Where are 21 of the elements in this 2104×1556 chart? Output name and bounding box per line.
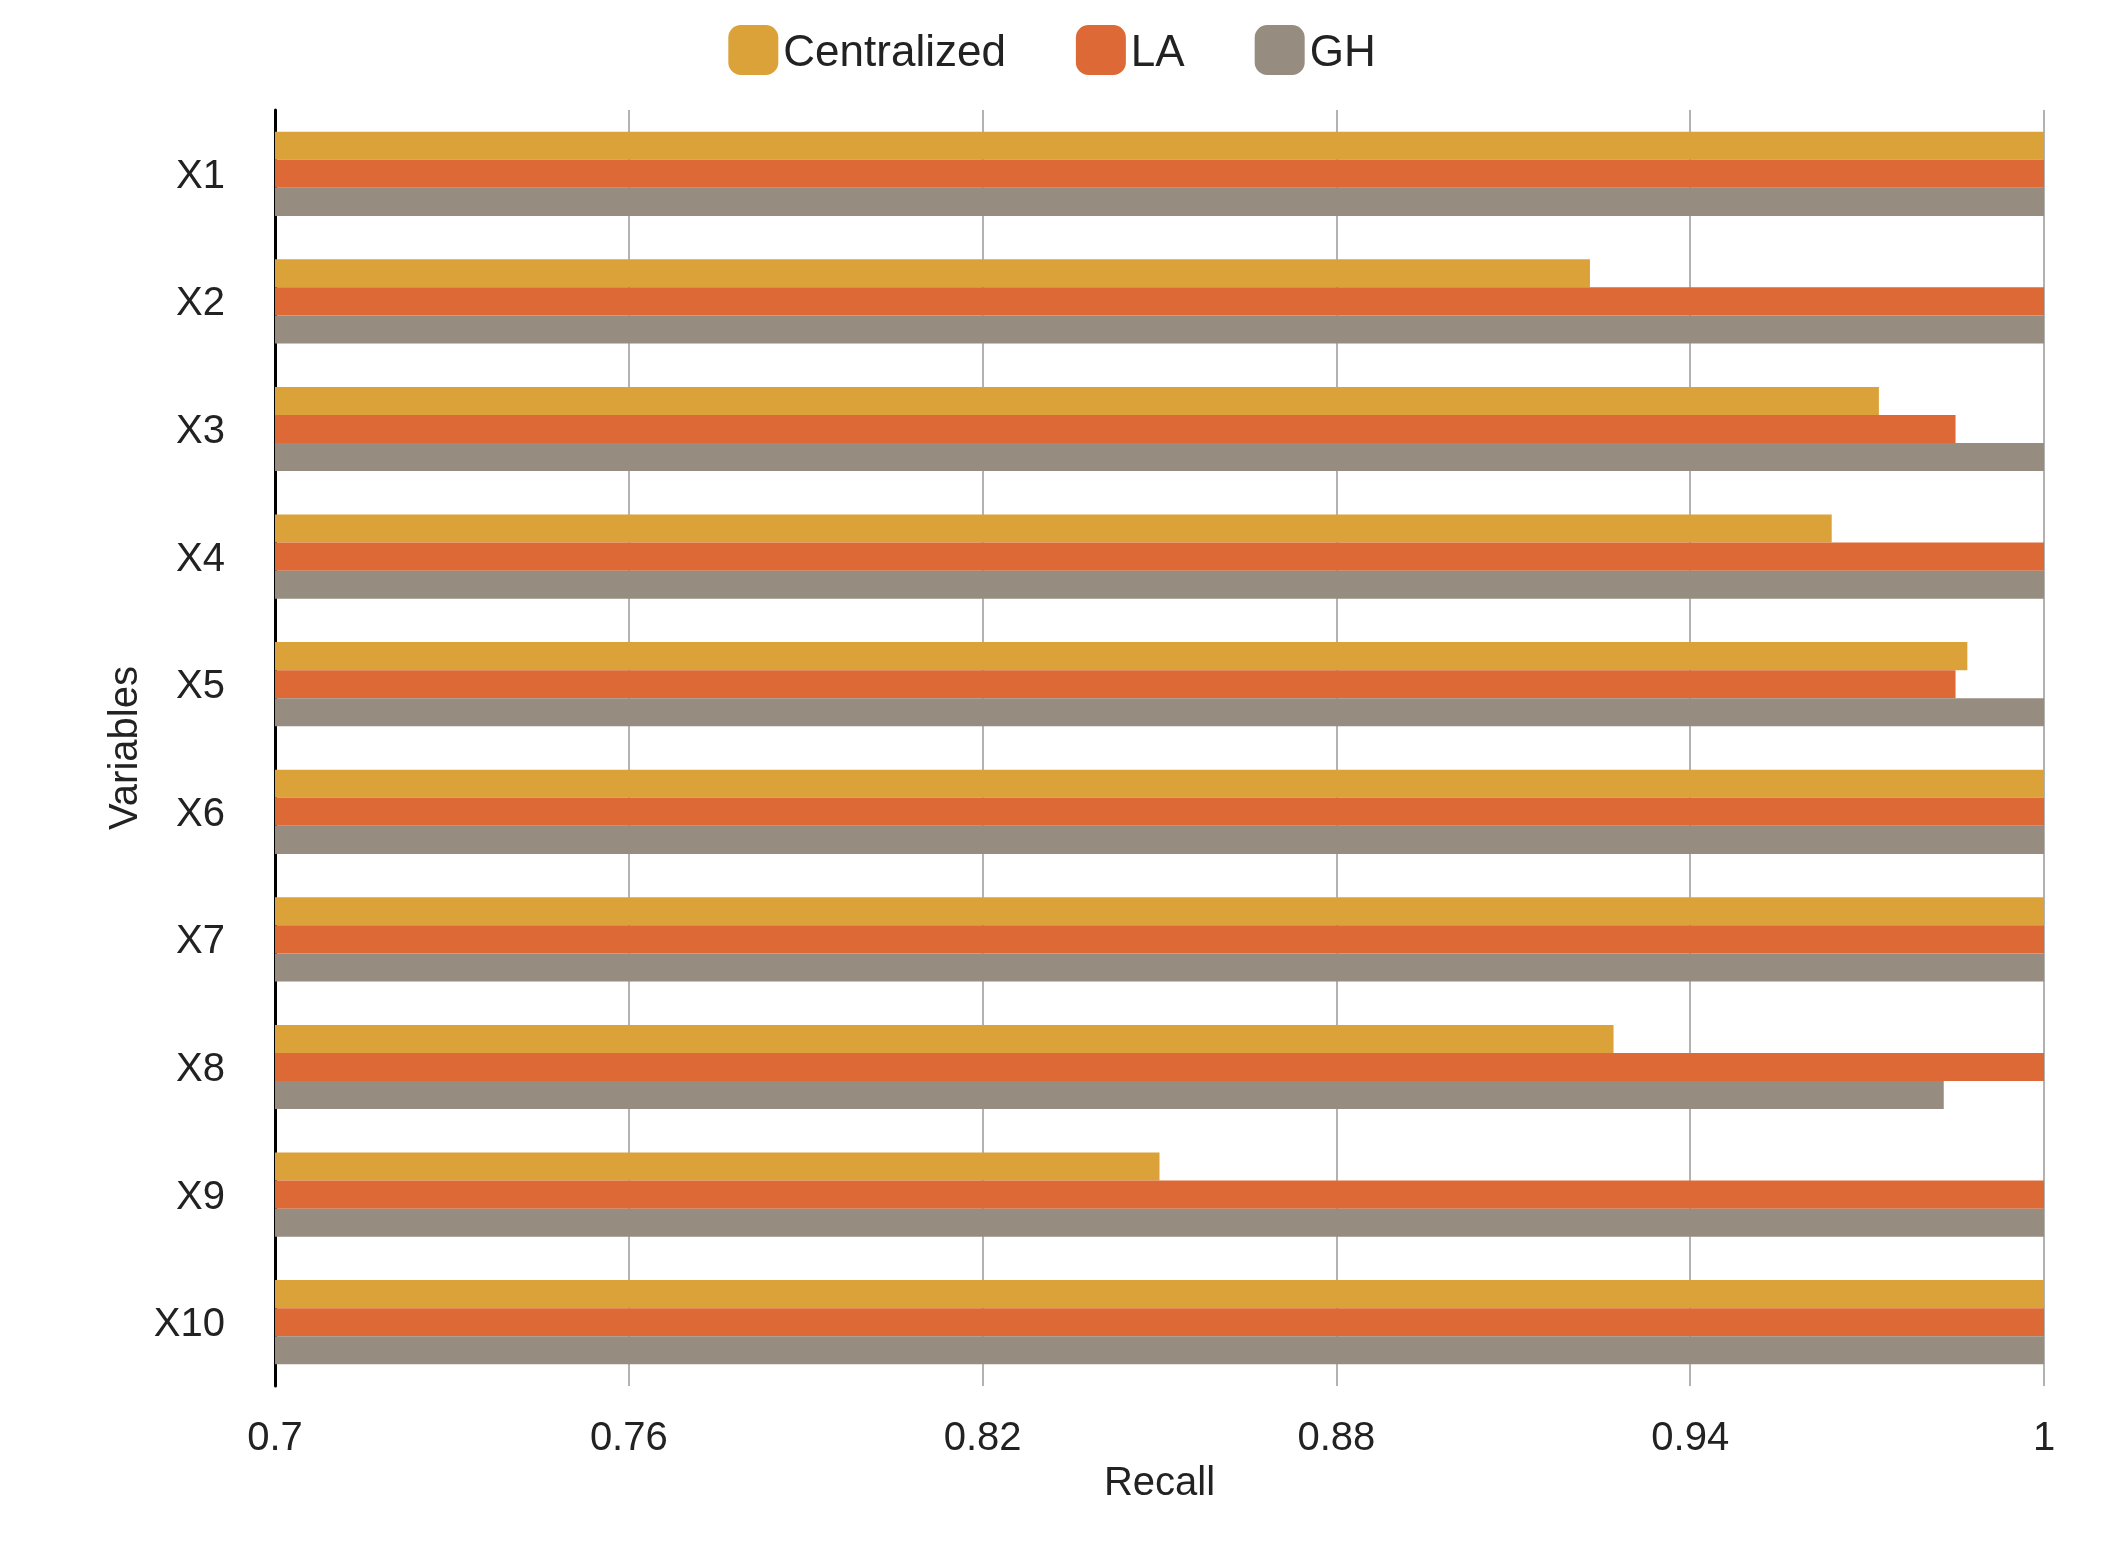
- y-tick-label: X6: [176, 789, 225, 834]
- x-tick-label: 1: [2032, 1414, 2056, 1458]
- y-tick-label: X9: [176, 1172, 225, 1217]
- x-tick-label: 0.76: [589, 1414, 668, 1458]
- y-axis-title: Variables: [100, 666, 145, 830]
- x-tick-label: 0.82: [943, 1414, 1022, 1458]
- y-tick-label: X7: [176, 917, 225, 962]
- y-tick-label: X4: [176, 534, 225, 579]
- x-tick-label: 0.88: [1297, 1414, 1376, 1458]
- y-tick-label: X10: [153, 1300, 225, 1345]
- y-tick-label: X3: [176, 407, 225, 451]
- legend-label: GH: [1309, 25, 1376, 75]
- x-tick-label: 0.7: [247, 1414, 303, 1458]
- legend-label: LA: [1130, 25, 1186, 75]
- x-axis-title: Recall: [1103, 1458, 1216, 1503]
- y-tick-label: X5: [176, 662, 225, 707]
- y-tick-label: X1: [176, 151, 225, 196]
- x-tick-label: 0.94: [1651, 1414, 1730, 1458]
- y-tick-label: X2: [176, 279, 225, 324]
- y-tick-label: X8: [176, 1045, 225, 1089]
- legend-label: Centralized: [783, 25, 1006, 75]
